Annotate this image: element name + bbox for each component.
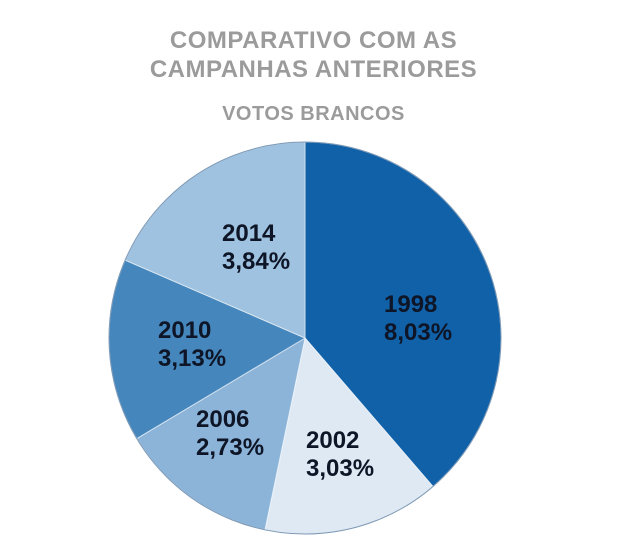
slice-label-2014: 2014 3,84% xyxy=(222,220,290,276)
slice-year: 2014 xyxy=(222,220,276,247)
slice-label-2010: 2010 3,13% xyxy=(158,317,226,373)
slice-label-1998: 1998 8,03% xyxy=(384,291,452,347)
pie-rim xyxy=(108,141,502,535)
slice-year: 2002 xyxy=(306,427,360,454)
slice-label-2006: 2006 2,73% xyxy=(196,406,264,462)
slice-year: 2006 xyxy=(196,406,250,433)
slice-year: 1998 xyxy=(384,291,438,318)
chart-subtitle: VOTOS BRANCOS xyxy=(222,103,405,125)
slice-year: 2010 xyxy=(158,317,212,344)
slice-percent: 3,03% xyxy=(306,455,375,482)
chart-title: COMPARATIVO COM AS CAMPANHAS ANTERIORES xyxy=(0,26,627,84)
slice-percent: 2,73% xyxy=(196,434,265,461)
chart-title-line2: CAMPANHAS ANTERIORES xyxy=(149,56,478,83)
chart-title-line1: COMPARATIVO COM AS xyxy=(169,27,458,54)
slice-percent: 3,84% xyxy=(222,248,291,275)
slice-percent: 8,03% xyxy=(384,319,453,346)
slice-percent: 3,13% xyxy=(158,345,227,372)
slice-label-2002: 2002 3,03% xyxy=(306,427,374,483)
